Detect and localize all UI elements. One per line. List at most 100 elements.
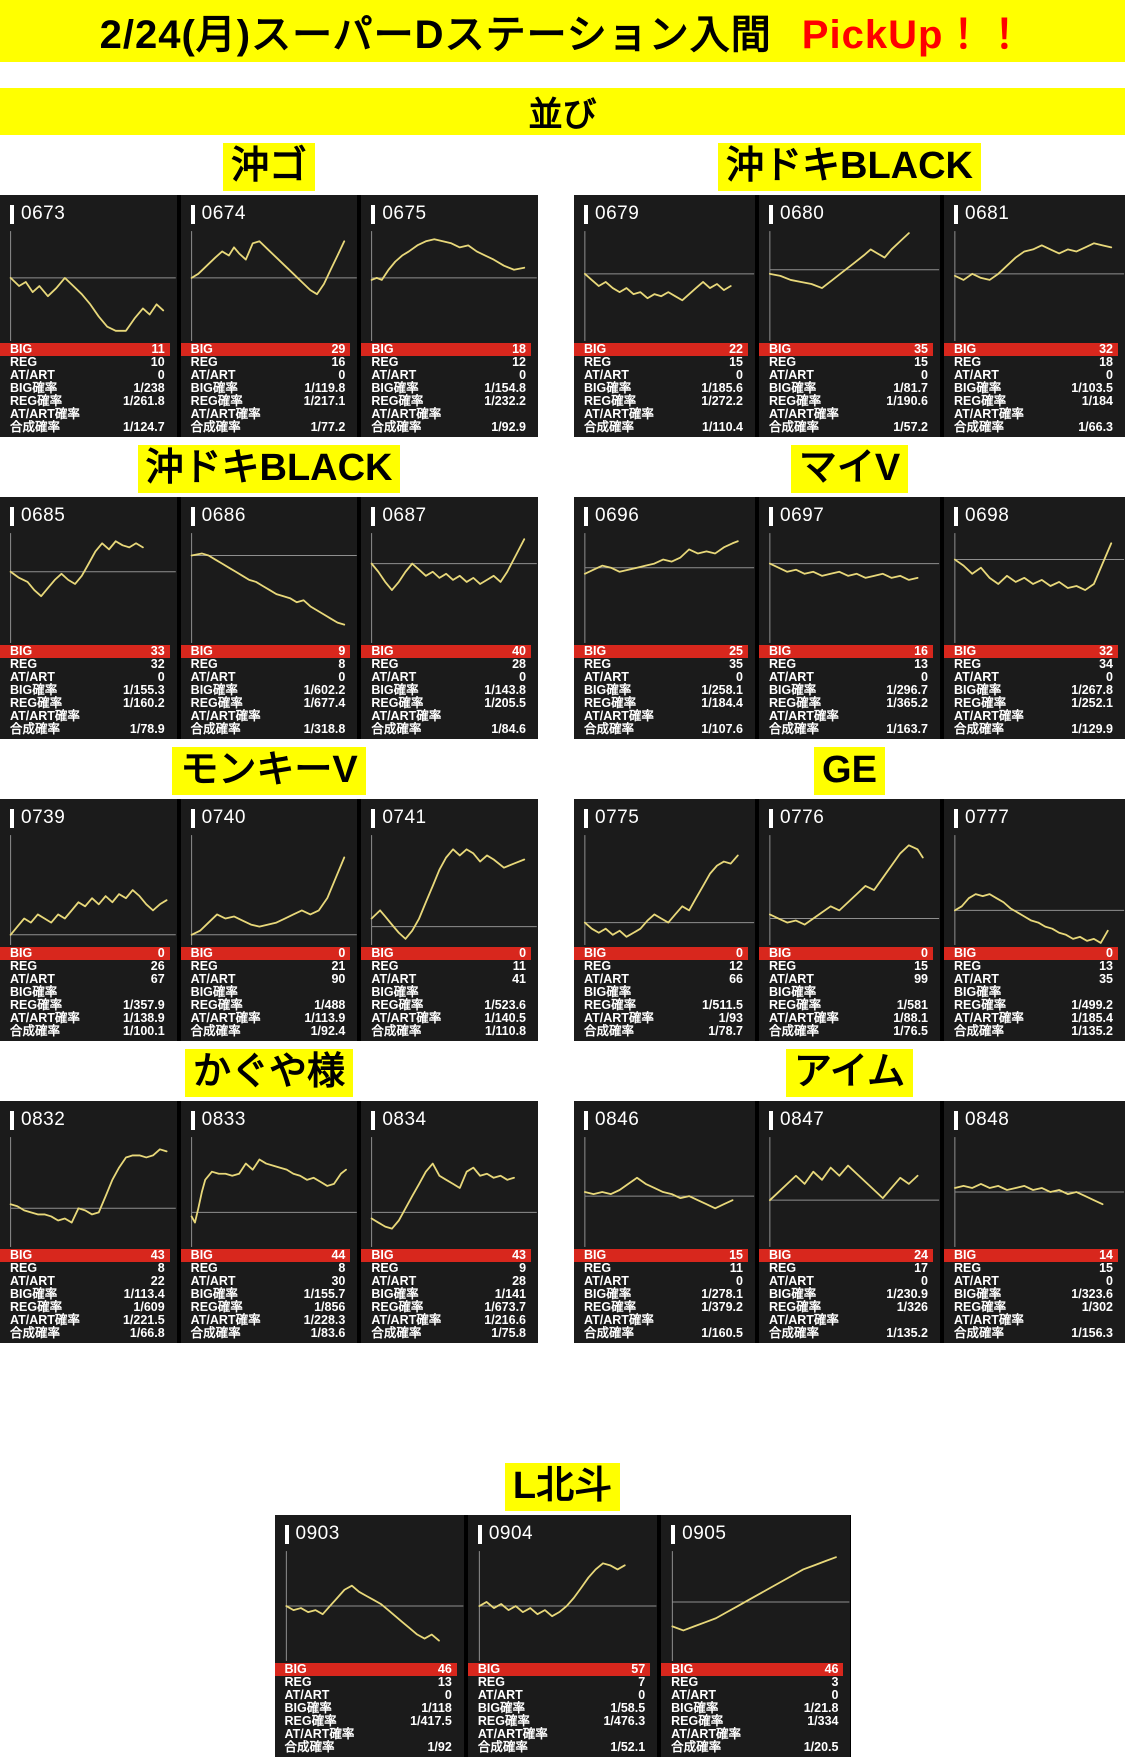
stat-label: AT/ART	[477, 1688, 523, 1702]
machine-header: 0903	[275, 1515, 464, 1545]
slump-line	[11, 541, 143, 596]
stat-row-big: BIG 11	[0, 343, 170, 356]
stat-row-atart: AT/ART 0	[181, 671, 358, 684]
stat-value: 1/856	[314, 1300, 346, 1314]
stat-label: AT/ART	[584, 972, 629, 986]
machine-header: 0697	[759, 497, 940, 527]
stat-row-reg_rate: REG確率 1/357.9	[0, 999, 177, 1012]
machine-header: 0741	[361, 799, 538, 829]
stat-label: BIG	[769, 644, 792, 658]
stat-label: REG	[371, 355, 399, 369]
stats-table: BIG 40 REG 28 AT/ART 0 BIG確率 1/143.8 REG確率 1/205.…	[361, 645, 538, 736]
machine-header: 0673	[0, 195, 177, 225]
stat-label: 合成確率	[371, 1024, 422, 1038]
stat-value: 1/216.6	[484, 1313, 527, 1327]
stat-label: REG	[584, 1261, 612, 1275]
stat-label: 合成確率	[371, 420, 422, 434]
stat-label: REG確率	[954, 998, 1007, 1012]
stat-label: REG確率	[10, 696, 63, 710]
stat-value: 17	[914, 1261, 928, 1275]
stat-row-reg_rate: REG確率 1/856	[181, 1301, 358, 1314]
stat-label: REG	[769, 1261, 797, 1275]
machine-card: 0776 BIG 0 REG 15 AT/ART 99 BIG確率 REG確率 1/581 AT/A…	[759, 799, 940, 1041]
stat-value: 0	[157, 368, 165, 382]
stat-row-atart_rate: AT/ART確率 1/221.5	[0, 1314, 177, 1327]
slump-graph	[361, 527, 538, 645]
stat-label: BIG	[954, 946, 977, 960]
stat-label: REG	[190, 1261, 218, 1275]
stat-row-big_rate: BIG確率	[759, 986, 940, 999]
slump-line	[191, 241, 344, 294]
stat-label: BIG確率	[769, 683, 817, 697]
group-title: 沖ドキBLACK	[718, 143, 981, 191]
stat-row-gosei: 合成確率 1/92	[275, 1741, 464, 1754]
slump-line	[770, 233, 909, 288]
stat-label: REG確率	[10, 1300, 63, 1314]
stat-row-reg_rate: REG確率 1/302	[944, 1301, 1125, 1314]
stat-row-big_rate: BIG確率 1/267.8	[944, 684, 1125, 697]
stat-label: 合成確率	[190, 1024, 241, 1038]
group-cards: 0679 BIG 22 REG 15 AT/ART 0 BIG確率 1/185.6 REG確率 1/…	[574, 195, 1125, 437]
tick-icon	[954, 506, 958, 526]
stat-value: 46	[437, 1662, 452, 1676]
stat-row-gosei: 合成確率 1/107.6	[574, 723, 755, 736]
machine-card: 0848 BIG 14 REG 15 AT/ART 0 BIG確率 1/323.6 REG確率 1/…	[944, 1101, 1125, 1343]
stat-row-big_rate: BIG確率 1/258.1	[574, 684, 755, 697]
stat-value: 1/160.2	[122, 696, 165, 710]
slump-line	[372, 539, 525, 590]
group-cards: 0673 BIG 11 REG 10 AT/ART 0 BIG確率 1/238 REG確率 1/26…	[0, 195, 539, 437]
machine-card: 0775 BIG 0 REG 12 AT/ART 66 BIG確率 REG確率 1/511.5 AT…	[574, 799, 755, 1041]
machine-number: 0673	[21, 203, 66, 224]
stats-table: BIG 0 REG 11 AT/ART 41 BIG確率 REG確率 1/523.6 AT/ART…	[361, 947, 538, 1038]
stat-label: BIG確率	[671, 1701, 719, 1715]
stat-label: BIG	[284, 1662, 307, 1676]
group-cards: 0846 BIG 15 REG 11 AT/ART 0 BIG確率 1/278.1 REG確率 1/…	[574, 1101, 1125, 1343]
machine-header: 0680	[759, 195, 940, 225]
machine-header: 0686	[181, 497, 358, 527]
stat-value: 1/92	[427, 1740, 452, 1754]
stat-row-reg: REG 10	[0, 356, 177, 369]
stat-value: 0	[338, 368, 346, 382]
stat-row-atart: AT/ART 0	[181, 369, 358, 382]
stat-value: 1/238	[133, 381, 165, 395]
stat-value: 0	[921, 1274, 928, 1288]
group-row: 沖ドキBLACK 0685 BIG 33 REG 32 AT/ART 0 BIG確率 1/155.…	[0, 445, 1125, 739]
machine-group: L北斗 0903 BIG 46 REG 13 AT/ART 0 BIG確率 1/118 REG確率 1…	[274, 1463, 851, 1757]
stat-label: AT/ART	[190, 972, 236, 986]
stat-row-gosei: 合成確率 1/77.2	[181, 421, 358, 434]
slump-graph	[181, 829, 358, 947]
stat-value: 1/88.1	[893, 1011, 928, 1025]
machine-number: 0679	[595, 203, 640, 224]
machine-number: 0848	[965, 1109, 1010, 1130]
machine-number: 0674	[201, 203, 246, 224]
stat-label: BIG	[584, 1248, 607, 1262]
stat-label: 合成確率	[954, 1024, 1005, 1038]
stat-row-atart: AT/ART 30	[181, 1275, 358, 1288]
machine-card: 0833 BIG 44 REG 8 AT/ART 30 BIG確率 1/155.7 REG確率 1/…	[180, 1101, 358, 1343]
stat-value: 1/141	[494, 1287, 527, 1301]
stat-label: AT/ART確率	[284, 1727, 355, 1741]
stat-label: AT/ART確率	[10, 1313, 80, 1327]
stat-row-atart_rate: AT/ART確率 1/228.3	[181, 1314, 358, 1327]
stat-label: 合成確率	[584, 420, 635, 434]
stat-label: AT/ART確率	[10, 1011, 80, 1025]
machine-header: 0833	[181, 1101, 358, 1131]
stat-row-reg_rate: REG確率 1/232.2	[361, 395, 538, 408]
tick-icon	[769, 506, 773, 526]
stat-value: 10	[150, 355, 165, 369]
stat-value: 1/76.5	[893, 1024, 928, 1038]
stat-label: REG確率	[190, 394, 243, 408]
tick-icon	[584, 506, 588, 526]
slump-line	[585, 855, 738, 936]
stat-row-atart_rate: AT/ART確率 1/138.9	[0, 1012, 177, 1025]
stat-row-big: BIG 46	[661, 1663, 844, 1676]
stat-value: 8	[338, 1261, 346, 1275]
stat-value: 1/92.4	[310, 1024, 346, 1038]
stats-table: BIG 29 REG 16 AT/ART 0 BIG確率 1/119.8 REG確率 1/217.…	[180, 343, 358, 434]
stat-value: 0	[444, 1688, 452, 1702]
stat-value: 1/140.5	[484, 1011, 527, 1025]
stat-label: AT/ART確率	[671, 1727, 742, 1741]
stat-value: 1/602.2	[303, 683, 346, 697]
stat-row-atart_rate: AT/ART確率 1/140.5	[361, 1012, 538, 1025]
stat-row-atart_rate: AT/ART確率 1/185.4	[944, 1012, 1125, 1025]
